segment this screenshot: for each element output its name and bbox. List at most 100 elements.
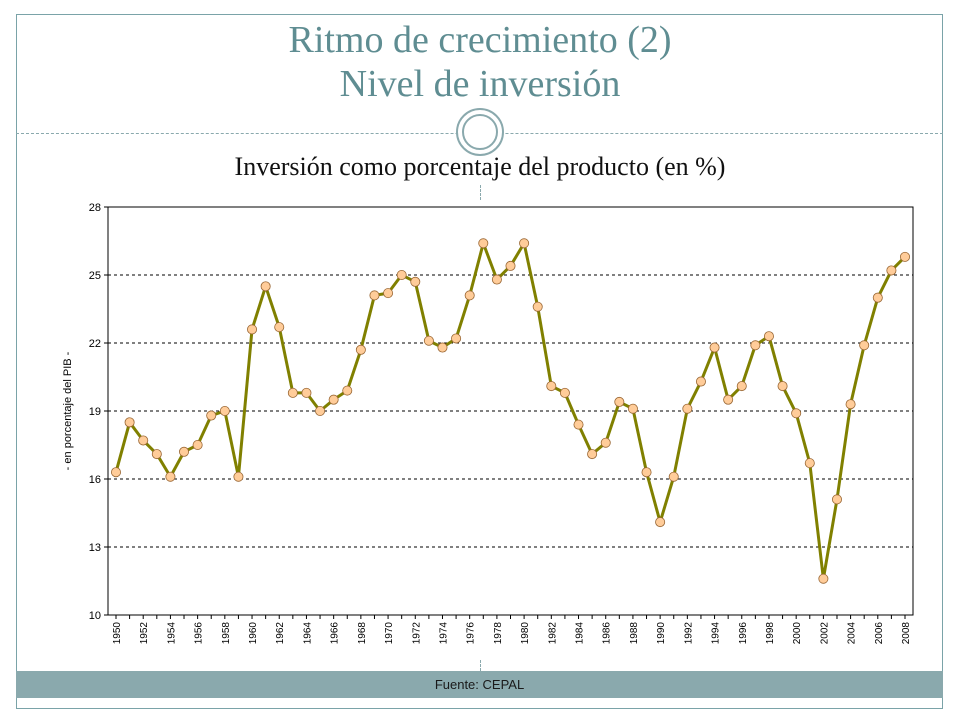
- data-point: [165, 471, 176, 482]
- data-point: [845, 399, 856, 410]
- data-point: [124, 417, 135, 428]
- x-tick-label: 1970: [384, 622, 395, 645]
- x-tick-label: 1982: [547, 622, 558, 645]
- data-point: [791, 408, 802, 419]
- data-point: [206, 410, 217, 421]
- x-tick-label: 1968: [357, 622, 368, 645]
- data-point: [219, 405, 230, 416]
- data-point: [247, 324, 258, 335]
- data-point: [396, 269, 407, 280]
- x-tick-label: 1972: [411, 622, 422, 645]
- data-point: [437, 342, 448, 353]
- y-axis: 10 13 16 19 22 25 28: [89, 202, 108, 622]
- chart-title: Inversión como porcentaje del producto (…: [234, 152, 726, 181]
- data-point: [709, 342, 720, 353]
- y-tick-label: 19: [89, 406, 101, 418]
- x-tick-label: 1978: [493, 622, 504, 645]
- data-point: [736, 381, 747, 392]
- y-tick-label: 25: [89, 270, 101, 282]
- grid-lines: [108, 274, 913, 548]
- data-point: [423, 335, 434, 346]
- data-point: [831, 494, 842, 505]
- x-tick-label: 1962: [275, 622, 286, 645]
- data-point: [383, 288, 394, 299]
- footer-bar: Fuente: CEPAL: [16, 671, 943, 698]
- x-tick-label: 1998: [765, 622, 776, 645]
- x-tick-label: 1958: [221, 622, 232, 645]
- data-point: [682, 403, 693, 414]
- x-tick-label: 1976: [466, 622, 477, 645]
- y-tick-label: 16: [89, 474, 101, 486]
- x-tick-label: 1954: [166, 622, 177, 645]
- data-point: [315, 405, 326, 416]
- data-point: [519, 238, 530, 249]
- data-point: [111, 467, 122, 478]
- x-tick-label: 1966: [330, 622, 341, 645]
- x-tick-label: 1988: [629, 622, 640, 645]
- data-point: [627, 403, 638, 414]
- y-tick-label: 13: [89, 542, 101, 554]
- data-point: [287, 387, 298, 398]
- data-point: [559, 387, 570, 398]
- data-point: [818, 573, 829, 584]
- data-point: [410, 276, 421, 287]
- x-tick-label: 2006: [874, 622, 885, 645]
- x-tick-label: 1952: [139, 622, 150, 645]
- title-line-2: Nivel de inversión: [339, 63, 621, 105]
- data-point: [505, 260, 516, 271]
- data-point: [900, 251, 911, 262]
- data-point: [342, 385, 353, 396]
- x-tick-label: 2002: [819, 622, 830, 645]
- data-point: [355, 344, 366, 355]
- data-point: [532, 301, 543, 312]
- data-point: [491, 274, 502, 285]
- data-point: [138, 435, 149, 446]
- data-point: [233, 471, 244, 482]
- x-axis: 1950 1952 1954 1956 1958 1960 1962 1964 1966 1968…: [112, 615, 912, 644]
- data-point: [600, 437, 611, 448]
- data-point: [804, 458, 815, 469]
- x-tick-label: 1996: [738, 622, 749, 645]
- x-tick-label: 1994: [711, 622, 722, 645]
- data-point: [464, 290, 475, 301]
- data-point: [655, 517, 666, 528]
- data-point: [886, 265, 897, 276]
- data-point: [151, 449, 162, 460]
- data-point: [614, 396, 625, 407]
- data-point: [777, 381, 788, 392]
- data-point: [723, 394, 734, 405]
- data-point: [369, 290, 380, 301]
- data-point: [301, 387, 312, 398]
- x-tick-label: 2008: [901, 622, 912, 645]
- slide-frame: [16, 14, 943, 709]
- x-tick-label: 1990: [656, 622, 667, 645]
- x-tick-label: 2004: [847, 622, 858, 645]
- data-point: [478, 238, 489, 249]
- data-point: [546, 381, 557, 392]
- x-tick-label: 1974: [438, 622, 449, 645]
- x-tick-label: 1992: [683, 622, 694, 645]
- x-tick-label: 1984: [575, 622, 586, 645]
- center-guide-top: [480, 185, 481, 200]
- data-point: [641, 467, 652, 478]
- y-tick-label: 28: [89, 202, 101, 214]
- data-point: [763, 331, 774, 342]
- x-tick-label: 1960: [248, 622, 259, 645]
- slide-title: Ritmo de crecimiento (2) Nivel de invers…: [0, 18, 960, 106]
- series-line-group: [111, 238, 911, 584]
- x-tick-label: 1986: [602, 622, 613, 645]
- x-tick-label: 1950: [112, 622, 123, 645]
- data-point: [872, 292, 883, 303]
- data-point: [587, 449, 598, 460]
- y-axis-label: - en porcentaje del PIB -: [62, 351, 74, 470]
- data-point: [328, 394, 339, 405]
- x-tick-label: 1980: [520, 622, 531, 645]
- x-tick-label: 2000: [792, 622, 803, 645]
- data-point: [451, 333, 462, 344]
- x-tick-label: 1956: [194, 622, 205, 645]
- source-text: Fuente: CEPAL: [434, 677, 525, 692]
- data-point: [859, 340, 870, 351]
- data-point: [695, 376, 706, 387]
- x-tick-label: 1964: [302, 622, 313, 645]
